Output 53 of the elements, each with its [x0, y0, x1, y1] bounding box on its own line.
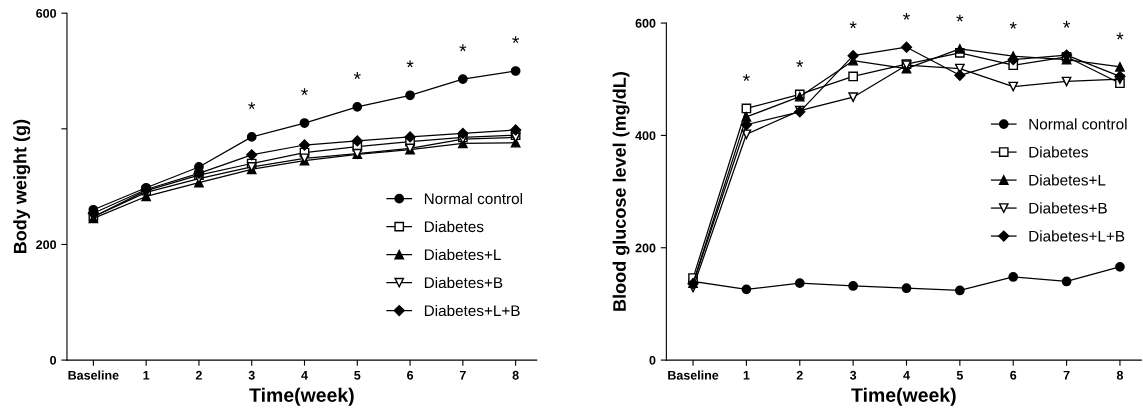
y-axis-title: Body weight (g) [13, 119, 31, 254]
x-tick-label: 8 [1116, 370, 1124, 380]
y-tick-label: 600 [635, 18, 656, 28]
y-tick-label: 200 [36, 240, 57, 250]
x-axis-title: Time(week) [249, 387, 354, 406]
annotation: * [849, 21, 857, 29]
annotation: * [406, 60, 414, 68]
legend-label: Diabetes+L [1029, 174, 1106, 186]
y-tick-label: 200 [635, 243, 656, 253]
x-tick-label: 6 [407, 370, 414, 380]
annotation: * [1063, 20, 1071, 28]
legend-label: Diabetes+B [1029, 202, 1107, 214]
y-tick-label: 0 [50, 355, 57, 365]
x-tick-label: Baseline [668, 370, 719, 380]
annotation: * [796, 60, 804, 67]
x-tick-label: 5 [956, 370, 963, 380]
annotation: * [459, 44, 467, 52]
x-tick-label: 3 [248, 370, 255, 380]
annotation: * [742, 74, 750, 82]
x-tick-label: 4 [301, 370, 308, 380]
legend-label: Diabetes+L [424, 248, 501, 261]
legend-label: Diabetes+L+B [424, 304, 520, 317]
legend-label: Normal control [1029, 118, 1127, 130]
text: * [956, 14, 964, 22]
x-tick-label: 1 [143, 370, 150, 380]
text: * [903, 12, 910, 20]
y-tick-label: 400 [635, 131, 656, 141]
annotation: * [353, 72, 361, 79]
y-tick-label: 0 [649, 355, 656, 365]
legend-label: Diabetes [1029, 146, 1088, 158]
x-tick-label: 7 [459, 370, 466, 380]
legend-label: Diabetes+L+B [1029, 230, 1125, 242]
annotation: * [512, 36, 520, 44]
x-tick-label: 2 [195, 370, 202, 380]
x-tick-label: Baseline [68, 370, 119, 380]
x-tick-label: 5 [354, 370, 361, 380]
annotation: * [248, 102, 256, 109]
y-axis-title: Blood glucose level (mg/dL) [612, 72, 630, 311]
legend-label: Diabetes+B [424, 276, 503, 289]
x-tick-label: 7 [1063, 370, 1070, 380]
legend-label: Diabetes [424, 220, 484, 233]
x-tick-label: 8 [512, 370, 519, 380]
legend-label: Normal control [424, 192, 522, 205]
x-tick-label: 6 [1010, 370, 1017, 380]
x-tick-label: 3 [849, 370, 857, 380]
annotation: * [301, 88, 308, 96]
x-tick-label: 2 [796, 370, 803, 380]
x-tick-label: 1 [743, 370, 750, 380]
y-tick-label: 600 [36, 8, 57, 18]
annotation: * [1116, 32, 1124, 40]
x-axis-title: Time(week) [851, 387, 956, 406]
x-tick-label: 4 [903, 370, 910, 380]
annotation: * [1009, 21, 1017, 29]
